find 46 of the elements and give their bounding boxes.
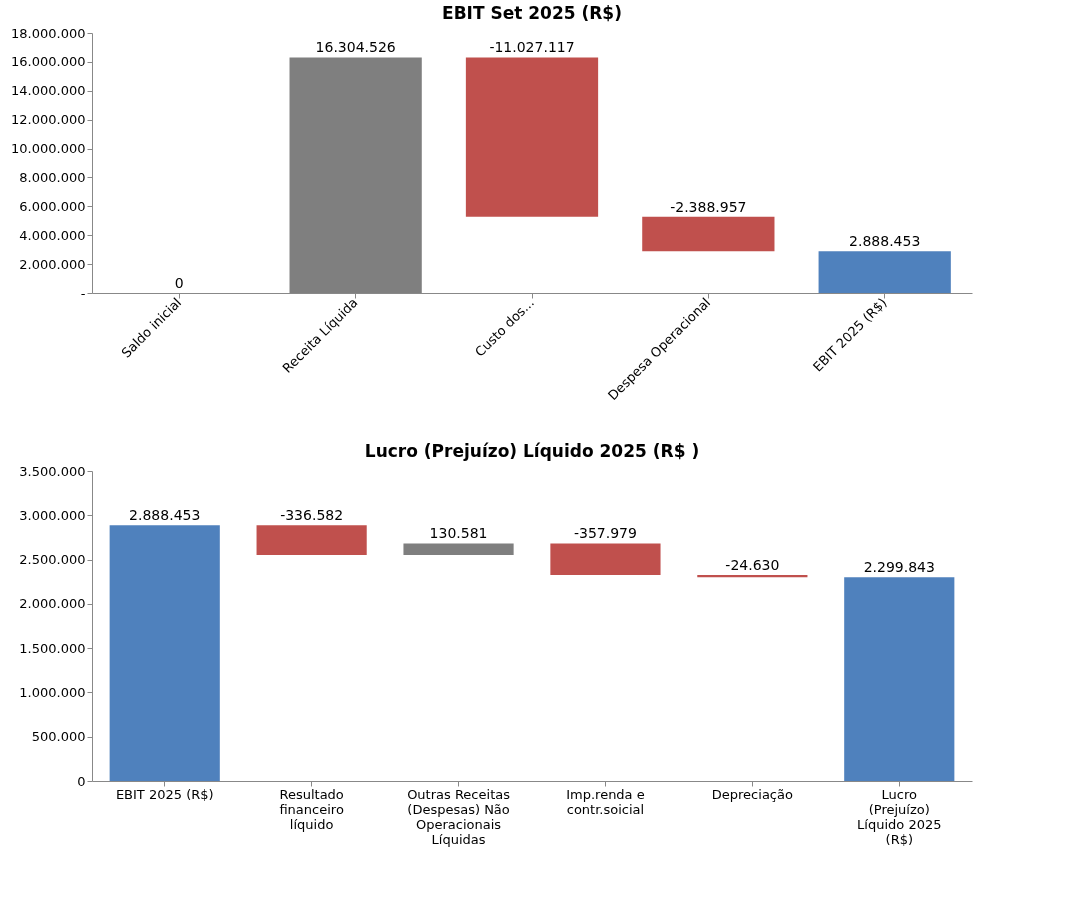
x-tick-label: Lucro (Prejuízo) Líquido 2025 (R$) [857,786,942,847]
data-label: 0 [174,275,184,291]
y-tick-label: 14.000.000 [11,83,86,99]
data-label: 130.581 [429,525,488,542]
y-tick-label: 1.000.000 [19,684,86,700]
x-tick-label: EBIT 2025 (R$) [115,786,214,802]
y-tick-label: 2.000.000 [19,596,86,612]
x-tick-label: Imp.renda e contr.soicial [566,786,645,817]
y-tick-label: - [80,285,86,301]
y-tick-label: 2.000.000 [19,256,86,272]
data-label: 16.304.526 [315,39,396,56]
y-tick-label: 1.500.000 [19,640,86,656]
bar [256,525,367,555]
chart-title: Lucro (Prejuízo) Líquido 2025 (R$ ) [364,441,700,461]
bar [550,543,661,576]
x-tick-label: Resultado financeiro líquido [279,786,344,832]
y-tick-label: 500.000 [31,729,86,745]
y-tick-label: 18.000.000 [11,25,86,41]
bar [697,575,808,578]
y-tick-label: 10.000.000 [11,141,86,157]
chart-title: EBIT Set 2025 (R$) [442,3,622,23]
bar [642,216,775,252]
bar [109,525,220,781]
y-tick-label: 0 [77,773,86,789]
bar [403,543,514,555]
y-tick-label: 12.000.000 [11,112,86,128]
y-tick-label: 16.000.000 [11,54,86,70]
y-tick-label: 3.500.000 [19,463,86,479]
bar [818,251,951,293]
y-tick-label: 6.000.000 [19,198,86,214]
data-label: 2.299.843 [863,559,935,576]
bar [844,577,955,781]
data-label: -24.630 [725,557,780,574]
y-tick-label: 3.000.000 [19,507,86,523]
bar [465,57,599,217]
x-tick-label: Depreciação [711,786,793,802]
data-label: -2.388.957 [670,198,747,215]
data-label: -357.979 [573,525,637,542]
data-label: -336.582 [280,507,344,524]
y-tick-label: 8.000.000 [19,169,86,185]
x-tick-label: Outras Receitas (Despesas) Não Operacionais Líquidas [407,786,511,847]
data-label: 2.888.453 [129,507,201,524]
data-label: 2.888.453 [849,233,921,250]
y-tick-label: 4.000.000 [19,227,86,243]
data-label: -11.027.117 [489,39,575,56]
y-tick-label: 2.500.000 [19,552,86,568]
